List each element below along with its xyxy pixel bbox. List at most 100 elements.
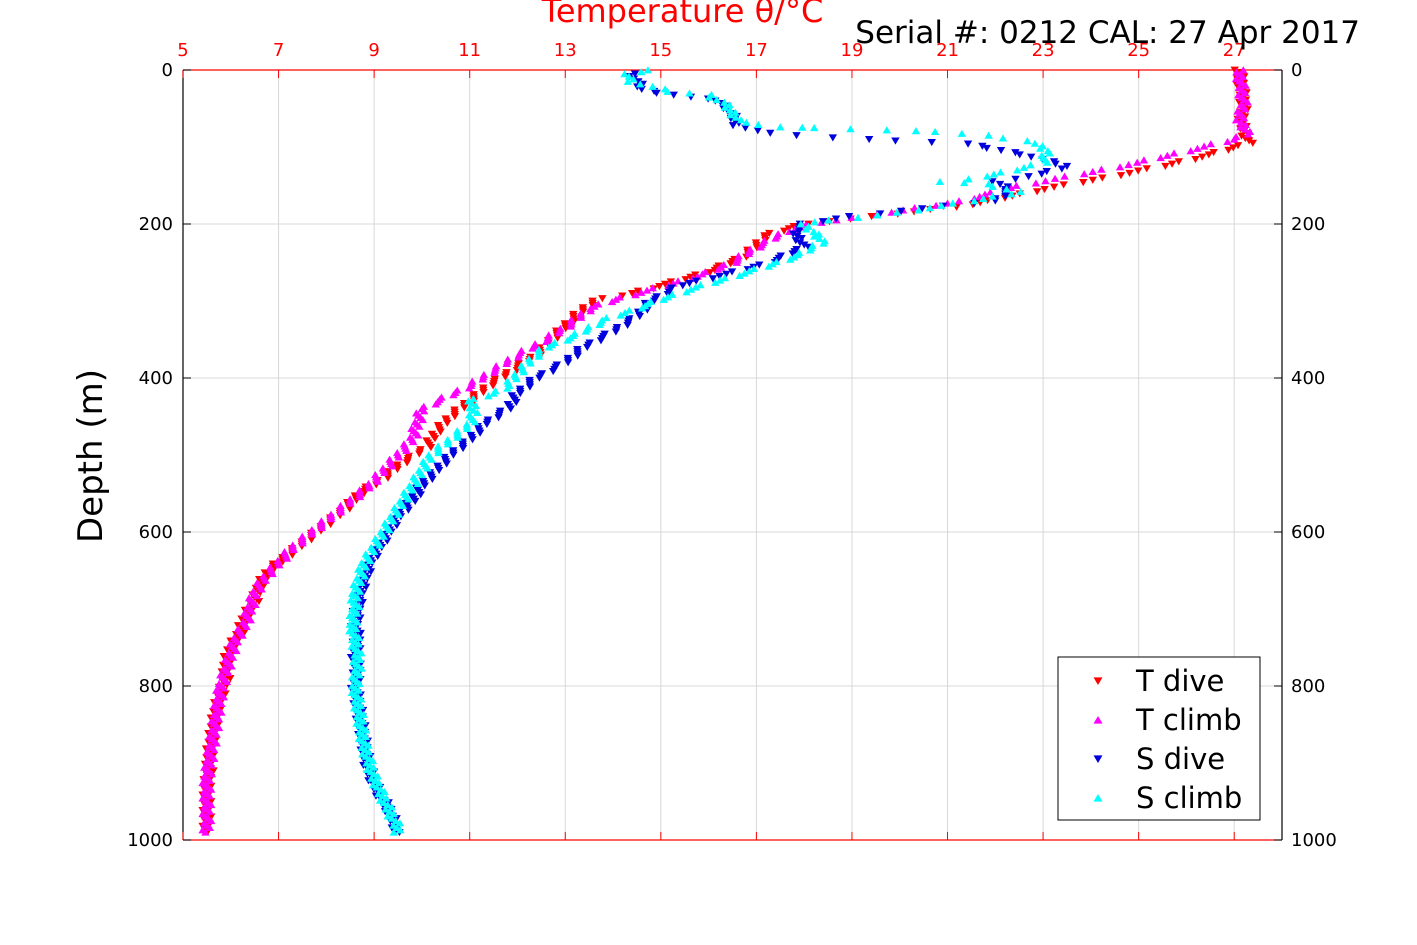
data-point: [989, 170, 999, 178]
data-point: [745, 267, 754, 275]
data-point: [1231, 116, 1241, 124]
data-point: [1198, 153, 1207, 161]
data-point: [792, 132, 801, 140]
data-point: [380, 468, 389, 476]
data-point: [468, 436, 477, 444]
legend-marker: [1093, 677, 1103, 686]
data-point: [458, 445, 468, 453]
data-point: [607, 297, 617, 306]
data-point: [430, 435, 440, 443]
data-point: [720, 274, 730, 282]
data-point: [873, 211, 882, 219]
data-point: [725, 101, 734, 109]
data-point: [396, 826, 405, 834]
data-point: [1015, 151, 1024, 159]
data-point: [214, 724, 224, 732]
data-point: [411, 497, 420, 505]
data-point: [516, 390, 525, 398]
legend-label: S climb: [1136, 781, 1242, 815]
data-point: [995, 180, 1005, 188]
data-point: [357, 695, 366, 703]
data-point: [364, 741, 373, 749]
data-point: [1229, 144, 1238, 152]
data-point: [786, 255, 795, 263]
data-point: [326, 520, 335, 529]
data-point: [415, 422, 424, 430]
data-point: [887, 208, 896, 216]
data-point: [1043, 158, 1052, 166]
data-point: [828, 134, 838, 142]
data-point: [419, 407, 429, 415]
data-point: [731, 113, 741, 121]
data-point: [345, 505, 354, 513]
data-point: [964, 175, 973, 183]
data-point: [246, 616, 255, 624]
data-point: [917, 205, 927, 213]
data-point: [307, 530, 317, 538]
x-tick-label: 19: [841, 40, 864, 61]
chart-title: Temperature θ/°C: [541, 0, 824, 30]
data-point: [691, 283, 700, 291]
data-point: [668, 290, 677, 298]
data-point: [1026, 161, 1035, 169]
data-point: [596, 337, 606, 345]
data-point: [1116, 172, 1126, 180]
legend-label: S dive: [1136, 742, 1225, 776]
data-point: [351, 625, 361, 633]
x-tick-label: 9: [368, 40, 379, 61]
data-point: [713, 265, 723, 273]
data-point: [649, 297, 659, 305]
data-point: [354, 686, 363, 694]
data-point: [389, 828, 398, 836]
data-point: [418, 416, 428, 424]
legend-label: T dive: [1135, 664, 1224, 698]
x-tick-label: 11: [458, 40, 481, 61]
data-point: [864, 135, 874, 144]
data-point: [355, 587, 365, 595]
data-point: [366, 556, 375, 564]
data-point: [528, 344, 537, 352]
x-tick-label: 15: [649, 40, 672, 61]
legend-item: S climb: [1093, 781, 1242, 815]
data-point: [996, 168, 1005, 176]
data-point: [259, 582, 268, 590]
data-point: [469, 394, 478, 402]
data-point: [616, 311, 625, 319]
data-point: [436, 428, 445, 436]
data-point: [756, 243, 765, 251]
data-point: [686, 285, 696, 293]
data-point: [427, 455, 436, 463]
data-point: [931, 201, 941, 209]
data-point: [465, 384, 474, 392]
data-point: [361, 726, 371, 734]
data-point: [648, 82, 657, 90]
data-point: [696, 281, 705, 289]
data-point: [434, 449, 443, 457]
data-point: [1042, 168, 1051, 176]
data-point: [214, 715, 224, 723]
data-point: [364, 748, 374, 756]
data-point: [479, 388, 488, 397]
series-layer: [198, 66, 1258, 837]
data-point: [810, 123, 819, 132]
data-point: [655, 283, 664, 291]
data-point: [353, 618, 362, 626]
data-point: [814, 230, 824, 238]
data-point: [1049, 183, 1059, 191]
data-point: [798, 123, 807, 131]
data-point: [732, 258, 742, 266]
data-point: [643, 66, 653, 74]
data-point: [383, 812, 392, 820]
data-point: [336, 508, 346, 516]
data-point: [948, 199, 957, 207]
data-point: [206, 801, 216, 809]
data-point: [1241, 120, 1250, 129]
data-point: [925, 204, 935, 212]
data-point: [470, 418, 480, 426]
data-point: [970, 197, 979, 205]
data-point: [423, 464, 432, 472]
data-point: [361, 732, 370, 740]
data-point: [708, 275, 718, 283]
data-point: [1088, 176, 1097, 184]
